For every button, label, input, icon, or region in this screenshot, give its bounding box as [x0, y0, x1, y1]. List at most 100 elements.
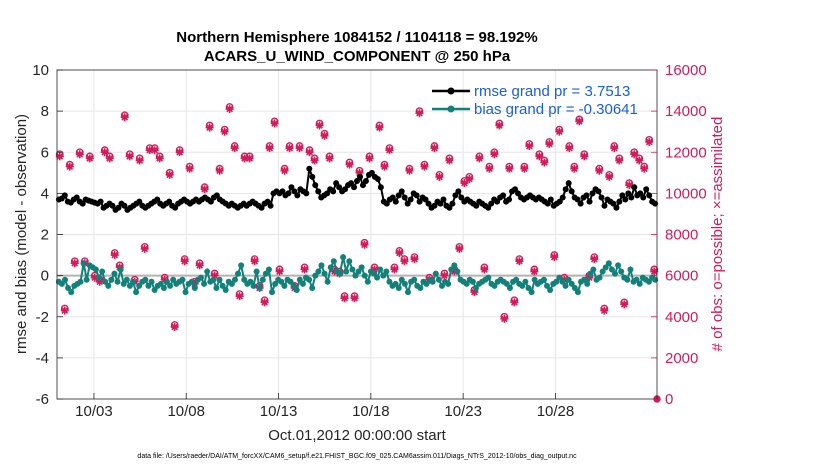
- rmse-point: [473, 202, 480, 209]
- bias-point: [513, 276, 520, 283]
- y-tick-right-label: 0: [665, 391, 673, 408]
- bias-point: [346, 258, 353, 265]
- bias-point: [559, 278, 566, 285]
- obs-assimilated-point: [540, 158, 549, 167]
- obs-assimilated-point: [360, 240, 369, 249]
- obs-assimilated-point: [265, 144, 274, 153]
- obs-assimilated-point: [500, 314, 509, 323]
- bias-point: [259, 276, 266, 283]
- rmse-point: [348, 180, 355, 187]
- rmse-point: [646, 192, 653, 199]
- bias-point: [636, 280, 643, 287]
- rmse-point: [356, 173, 363, 180]
- obs-assimilated-point: [170, 323, 179, 332]
- rmse-point: [303, 190, 310, 197]
- rmse-point: [422, 196, 429, 203]
- bias-point: [265, 266, 272, 273]
- rmse-point: [404, 200, 411, 207]
- bias-point: [108, 276, 115, 283]
- legend-rmse-label: rmse grand pr = 3.7513: [474, 83, 630, 100]
- bias-point: [454, 268, 461, 275]
- rmse-point: [586, 198, 593, 205]
- bias-point: [540, 276, 547, 283]
- bias-point: [596, 274, 603, 281]
- obs-assimilated-point: [350, 294, 359, 303]
- bias-point: [278, 278, 285, 285]
- rmse-point: [315, 188, 322, 195]
- bias-point: [435, 276, 442, 283]
- obs-assimilated-point: [225, 105, 234, 114]
- bias-point: [352, 272, 359, 279]
- rmse-point: [619, 192, 626, 199]
- obs-assimilated-point: [270, 119, 279, 128]
- rmse-point: [389, 194, 396, 201]
- bias-point: [160, 284, 167, 291]
- obs-assimilated-point: [625, 181, 634, 190]
- bias-point: [136, 282, 143, 289]
- bias-point: [602, 264, 609, 271]
- rmse-point: [452, 192, 459, 199]
- obs-assimilated-point: [135, 156, 144, 165]
- obs-assimilated-point: [340, 294, 349, 303]
- obs-assimilated-point: [455, 244, 464, 253]
- rmse-point: [359, 182, 366, 189]
- obs-assimilated-point: [275, 267, 284, 276]
- bias-point: [250, 282, 257, 289]
- rmse-point: [625, 190, 632, 197]
- obs-assimilated-point: [305, 148, 314, 157]
- obs-assimilated-point: [420, 162, 429, 171]
- obs-assimilated-point: [620, 300, 629, 309]
- bias-point: [438, 282, 445, 289]
- bias-point: [491, 282, 498, 289]
- rmse-point: [279, 188, 286, 195]
- bias-point: [92, 266, 99, 273]
- obs-assimilated-point: [525, 142, 534, 151]
- y-tick-right-label: 4000: [665, 309, 698, 326]
- y-axis-left-label: rmse and bias (model - observation): [13, 114, 30, 354]
- obs-assimilated-point: [245, 154, 254, 163]
- obs-assimilated-point: [600, 306, 609, 315]
- obs-assimilated-point: [310, 156, 319, 165]
- bias-point: [324, 278, 331, 285]
- x-axis-label: Oct.01,2012 00:00:00 start: [268, 427, 446, 444]
- bias-point: [531, 276, 538, 283]
- bias-point: [358, 264, 365, 271]
- obs-assimilated-point: [220, 127, 229, 136]
- bias-point: [645, 278, 652, 285]
- bias-point: [222, 287, 229, 294]
- rmse-point: [446, 204, 453, 211]
- x-tick-label: 10/18: [352, 403, 390, 420]
- bias-point: [253, 268, 260, 275]
- bias-point: [618, 268, 625, 275]
- bias-point: [281, 282, 288, 289]
- bias-point: [191, 284, 198, 291]
- rmse-point: [500, 192, 507, 199]
- bias-point: [605, 260, 612, 267]
- obs-assimilated-point: [410, 255, 419, 264]
- rmse-point: [267, 202, 274, 209]
- rmse-point: [413, 192, 420, 199]
- obs-assimilated-point: [285, 144, 294, 153]
- bias-point: [370, 270, 377, 277]
- bias-point: [83, 276, 90, 283]
- bias-point: [432, 270, 439, 277]
- obs-assimilated-point: [565, 144, 574, 153]
- bias-point: [330, 258, 337, 265]
- rmse-point: [494, 198, 501, 205]
- obs-assimilated-point: [365, 154, 374, 163]
- bias-point: [565, 276, 572, 283]
- bias-point: [429, 278, 436, 285]
- rmse-point: [637, 190, 644, 197]
- bias-point: [392, 280, 399, 287]
- obs-assimilated-point: [440, 271, 449, 280]
- rmse-point: [431, 202, 438, 209]
- bias-point: [374, 274, 381, 281]
- bias-point: [68, 289, 75, 296]
- obs-assimilated-point: [545, 140, 554, 149]
- obs-assimilated-point: [405, 166, 414, 175]
- obs-assimilated-point: [395, 249, 404, 258]
- chart-title-line1: Northern Hemisphere 1084152 / 1104118 = …: [176, 29, 538, 46]
- bias-point: [296, 276, 303, 283]
- rmse-point: [449, 200, 456, 207]
